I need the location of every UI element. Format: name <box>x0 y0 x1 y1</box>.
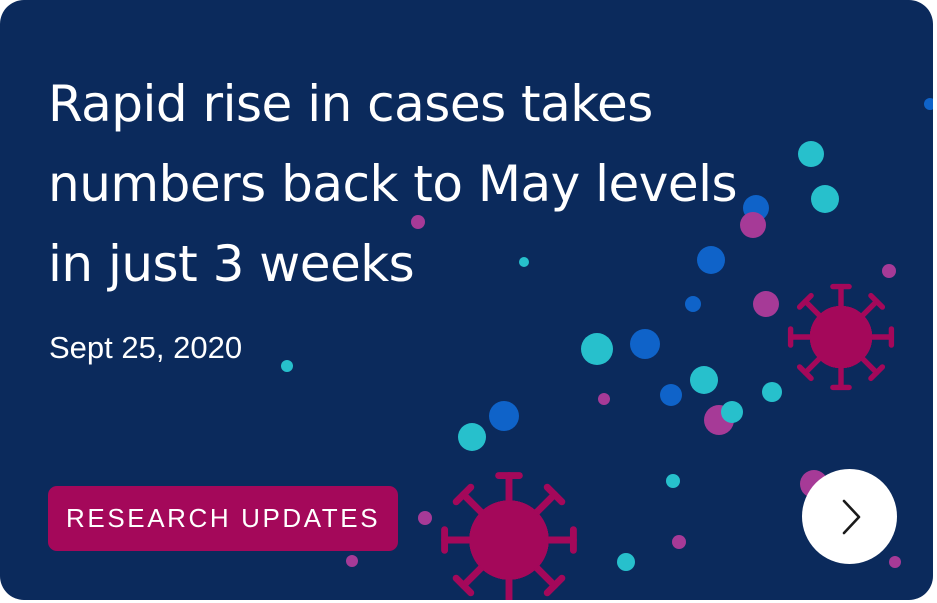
category-badge[interactable]: RESEARCH UPDATES <box>48 486 399 551</box>
next-arrow-button[interactable] <box>802 469 897 564</box>
virus-icon <box>784 280 899 395</box>
article-headline[interactable]: Rapid rise in cases takes numbers back t… <box>48 75 738 293</box>
particle-dots <box>281 98 933 571</box>
virus-icon <box>436 467 582 600</box>
chevron-right-icon <box>842 499 860 534</box>
article-date: Sept 25, 2020 <box>49 330 243 365</box>
